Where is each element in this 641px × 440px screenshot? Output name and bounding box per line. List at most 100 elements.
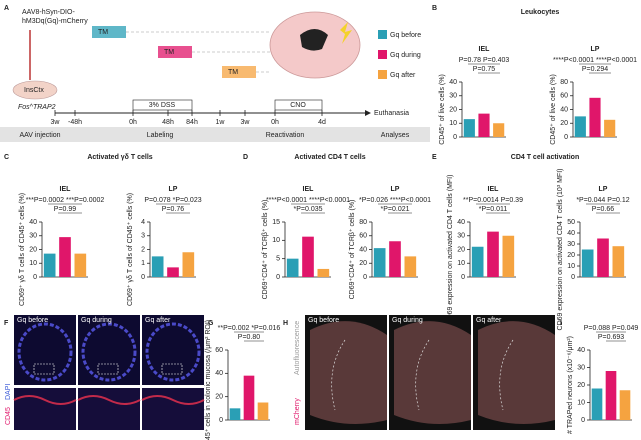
bar xyxy=(229,408,241,420)
tissue xyxy=(17,322,73,382)
bar xyxy=(243,375,255,420)
y-tick-label: 3 xyxy=(141,233,145,240)
y-tick-label: 10 xyxy=(29,260,37,267)
panel-letter: B xyxy=(432,5,437,12)
micrograph xyxy=(78,315,140,385)
end-label: Euthanasia xyxy=(374,110,409,117)
y-tick-label: 20 xyxy=(457,246,465,253)
crypts xyxy=(141,395,205,405)
stage-label: Reactivation xyxy=(266,132,305,139)
p-value: *P=0.026 ****P<0.0001 xyxy=(359,197,431,204)
bar xyxy=(612,246,625,277)
timeline-arrow xyxy=(365,110,371,116)
lightning xyxy=(340,22,352,44)
timeline-label: -48h xyxy=(68,119,82,126)
y-tick-label: 30 xyxy=(29,233,37,240)
y-tick-label: 40 xyxy=(449,79,457,86)
y-tick-label: 0 xyxy=(141,274,145,281)
subtitle: LP xyxy=(599,186,608,193)
panel-letter: A xyxy=(4,5,9,12)
y-axis-label: CD45⁺ of live cells (%) xyxy=(550,74,557,145)
micrograph xyxy=(14,315,76,385)
bar xyxy=(463,119,475,137)
group-title: Activated CD4 T cells xyxy=(294,154,365,161)
y-tick-label: 40 xyxy=(567,230,575,237)
p-value: *P=0.021 xyxy=(381,206,410,213)
y-axis-label: # TRAPed neurons (x10⁻⁶/μm²) xyxy=(567,336,574,434)
construct-label: AAV8-hSyn-DIO- xyxy=(22,9,75,16)
y-tick-label: 10 xyxy=(272,237,280,244)
y-tick-label: 0 xyxy=(453,134,457,141)
y-tick-label: 20 xyxy=(29,246,37,253)
bar xyxy=(167,267,179,277)
y-tick-label: 40 xyxy=(560,106,568,113)
panel-letter: H xyxy=(283,320,288,327)
insula xyxy=(499,339,514,411)
y-tick-label: 40 xyxy=(215,370,223,377)
p-value: P=0.088 P=0.049 xyxy=(584,325,639,332)
tile-label: Gq during xyxy=(392,317,423,324)
stage-label: Analyses xyxy=(381,132,410,139)
y-tick-label: 50 xyxy=(567,219,575,226)
stain-label: DAPI xyxy=(5,384,12,400)
legend-swatch xyxy=(378,70,387,79)
bar xyxy=(574,116,586,137)
p-value: P=0.75 xyxy=(473,66,495,73)
bar xyxy=(404,256,417,277)
p-value: P=0.99 xyxy=(54,206,76,213)
group-title: Leukocytes xyxy=(521,9,560,16)
mouse xyxy=(12,80,58,100)
bar xyxy=(597,238,609,277)
stage-label: AAV injection xyxy=(19,132,60,139)
timeline-label: 3w xyxy=(241,119,251,126)
p-value: ***P=0.0002 ***P=0.0002 xyxy=(26,197,105,204)
micrograph-zoom xyxy=(78,388,140,430)
y-axis-label: CD69 expression on activated CD4 T cells… xyxy=(557,169,564,331)
cno-label: CNO xyxy=(290,102,306,109)
bar xyxy=(302,236,314,277)
p-value: *P=0.044 P=0.12 xyxy=(576,197,629,204)
insula xyxy=(331,339,346,411)
y-tick-label: 40 xyxy=(29,219,37,226)
roi xyxy=(161,363,183,375)
cno-box xyxy=(274,99,323,111)
p-value: P=0.078 *P=0.023 xyxy=(144,197,201,204)
panel-letter: C xyxy=(4,154,9,161)
roi xyxy=(97,363,119,375)
p-value: P=0.66 xyxy=(592,206,614,213)
subtitle: LP xyxy=(591,46,600,53)
brain-section xyxy=(310,321,387,424)
bar xyxy=(373,248,386,277)
micrograph-zoom xyxy=(14,388,76,430)
y-tick-label: 5 xyxy=(276,256,280,263)
mouse-label: Fos^TRAP2 xyxy=(18,104,56,111)
p-value: P=0.693 xyxy=(598,334,624,341)
y-axis-label: CD69⁺ γδ T cells of CD45⁺ cells (%) xyxy=(19,193,26,306)
bar xyxy=(502,235,515,277)
micrograph xyxy=(142,315,204,385)
tm-box xyxy=(158,46,192,58)
stage-label: Labeling xyxy=(147,132,174,139)
y-axis-label: CD69 expression on activated CD4 T cells… xyxy=(447,175,454,325)
subtitle: IEL xyxy=(479,46,491,53)
bar xyxy=(389,241,401,277)
y-tick-label: 20 xyxy=(577,382,585,389)
crypts xyxy=(77,395,141,405)
y-tick-label: 30 xyxy=(449,93,457,100)
y-tick-label: 40 xyxy=(577,347,585,354)
y-tick-label: 2 xyxy=(141,246,145,253)
y-axis-label: CD45⁺ cells in colonic mucosa (/μm² ROI) xyxy=(205,320,212,440)
brain-section xyxy=(394,321,471,424)
brain-section xyxy=(478,321,555,424)
timeline-label: 48h xyxy=(162,119,174,126)
panel-letter: G xyxy=(208,320,214,327)
y-tick-label: 30 xyxy=(457,233,465,240)
panel-letter: I xyxy=(560,320,562,327)
group-title: Activated γδ T cells xyxy=(87,154,152,161)
insula xyxy=(415,339,430,411)
legend-swatch xyxy=(378,50,387,59)
roi xyxy=(33,363,55,375)
subtitle: LP xyxy=(391,186,400,193)
legend-label: Gq before xyxy=(390,32,421,39)
